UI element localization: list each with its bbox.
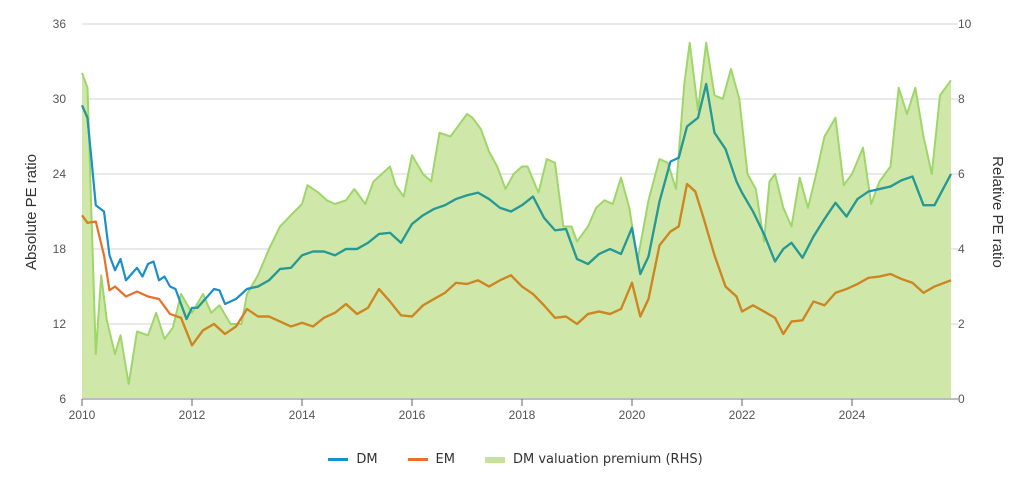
legend-item-premium[interactable]: DM valuation premium (RHS)	[484, 452, 703, 467]
legend-item-dm[interactable]: DM	[328, 452, 378, 467]
y-tick-label-right: 4	[958, 242, 965, 256]
series-line-layer	[80, 82, 952, 347]
legend-swatch-dm	[328, 458, 349, 461]
x-tick-label: 2022	[729, 408, 756, 422]
y-tick-label-left: 30	[53, 92, 67, 106]
y-tick-label-left: 6	[59, 392, 66, 406]
y-tick-label-left: 36	[53, 17, 67, 31]
y-tick-label-right: 6	[958, 167, 965, 181]
premium-line	[81, 41, 952, 385]
y-tick-label-right: 0	[958, 392, 965, 406]
legend-swatch-premium	[484, 456, 505, 463]
premium-area	[82, 42, 951, 400]
legend-item-em[interactable]: EM	[407, 452, 455, 467]
x-tick-label: 2010	[69, 408, 96, 422]
legend-swatch-em	[407, 458, 428, 461]
x-tick-label: 2016	[399, 408, 426, 422]
y-tick-label-right: 10	[958, 17, 972, 31]
y-axis-title-left: Absolute PE ratio	[23, 154, 40, 270]
legend: DM EM DM valuation premium (RHS)	[0, 452, 1013, 467]
x-tick-label: 2024	[839, 408, 866, 422]
line-em-overlap	[82, 182, 951, 347]
y-tick-label-right: 8	[958, 92, 965, 106]
legend-label-dm: DM	[356, 452, 378, 467]
legend-label-em: EM	[435, 452, 455, 467]
x-tick-label: 2018	[509, 408, 536, 422]
x-tick-label: 2020	[619, 408, 646, 422]
x-tick-label: 2012	[179, 408, 206, 422]
y-tick-label-right: 2	[958, 317, 965, 331]
y-tick-label-left: 24	[53, 167, 67, 181]
legend-label-premium: DM valuation premium (RHS)	[512, 452, 703, 467]
y-tick-label-left: 12	[53, 317, 67, 331]
y-axis-title-right: Relative PE ratio	[989, 156, 1006, 268]
premium-area-layer	[81, 41, 952, 400]
y-tick-label-left: 18	[53, 242, 67, 256]
x-tick-label: 2014	[289, 408, 316, 422]
